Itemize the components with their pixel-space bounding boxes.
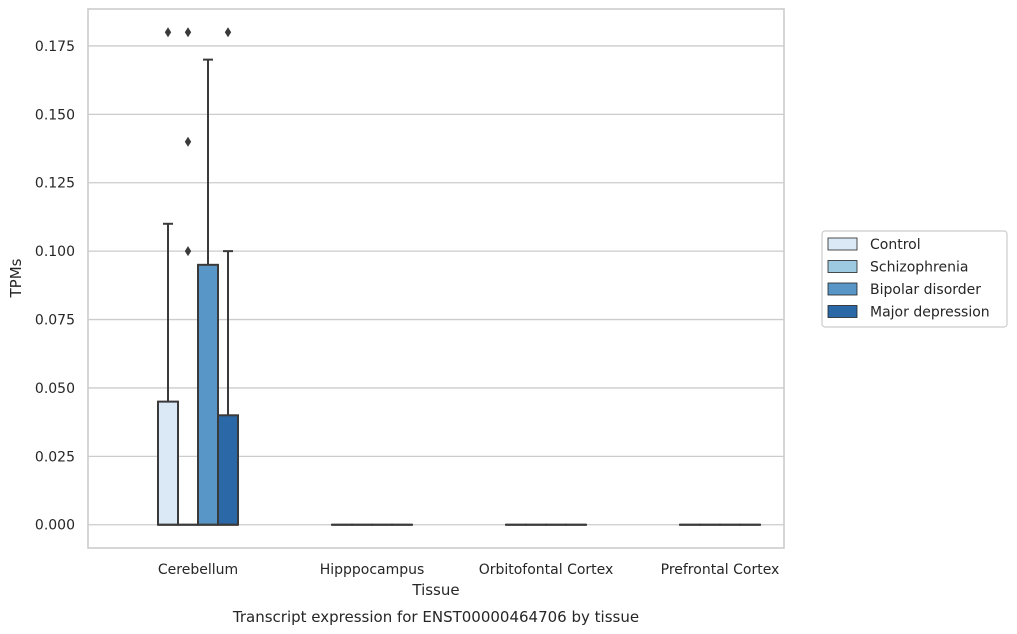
outlier-marker	[184, 246, 192, 257]
legend-label: Schizophrenia	[870, 260, 968, 276]
x-tick-label: Prefrontal Cortex	[661, 562, 780, 578]
box-major-depression	[217, 27, 239, 526]
y-tick-labels: 0.000 0.025 0.050 0.075 0.100 0.125 0.150 0.175	[35, 39, 75, 534]
legend-swatch	[827, 260, 858, 273]
y-tick-label: 0.100	[35, 244, 75, 260]
box-body	[197, 263, 219, 526]
box-bipolar-disorder	[197, 58, 219, 526]
chart-caption: Transcript expression for ENST0000046470…	[232, 608, 639, 626]
outlier-marker	[224, 27, 232, 38]
outlier-marker	[184, 27, 192, 38]
y-axis-label: TPMs	[7, 258, 25, 298]
box-control	[157, 27, 179, 526]
y-tick-label: 0.175	[35, 39, 75, 55]
y-tick-label: 0.150	[35, 107, 75, 123]
box-body	[157, 400, 179, 526]
box-body	[217, 414, 239, 526]
legend-label: Major depression	[870, 305, 990, 321]
legend-swatch	[827, 305, 858, 318]
box-schizophrenia	[177, 27, 199, 526]
plot-frame	[87, 8, 785, 549]
legend-frame	[821, 230, 1008, 328]
legend-swatch	[827, 282, 858, 296]
gridlines	[88, 45, 784, 526]
legend-label: Bipolar disorder	[870, 282, 981, 298]
y-tick-label: 0.050	[35, 381, 75, 397]
x-tick-label: Hipppocampus	[320, 562, 425, 578]
y-tick-label: 0.075	[35, 313, 75, 329]
x-axis-label: Tissue	[411, 581, 459, 599]
outlier-marker	[164, 27, 172, 38]
legend-swatch	[827, 237, 858, 251]
boxes-layer	[157, 27, 761, 526]
legend: Control Schizophrenia Bipolar disorder Majo…	[821, 230, 1008, 328]
x-tick-label: Orbitofontal Cortex	[479, 562, 614, 578]
x-tick-label: Cerebellum	[158, 562, 238, 578]
outlier-marker	[184, 136, 192, 147]
y-tick-label: 0.125	[35, 176, 75, 192]
x-tick-labels: Cerebellum Hipppocampus Orbitofontal Corte…	[158, 562, 779, 578]
y-tick-label: 0.025	[35, 449, 75, 465]
legend-label: Control	[870, 237, 921, 253]
legend-items: Control Schizophrenia Bipolar disorder Majo…	[827, 237, 990, 321]
y-tick-label: 0.000	[35, 518, 75, 534]
